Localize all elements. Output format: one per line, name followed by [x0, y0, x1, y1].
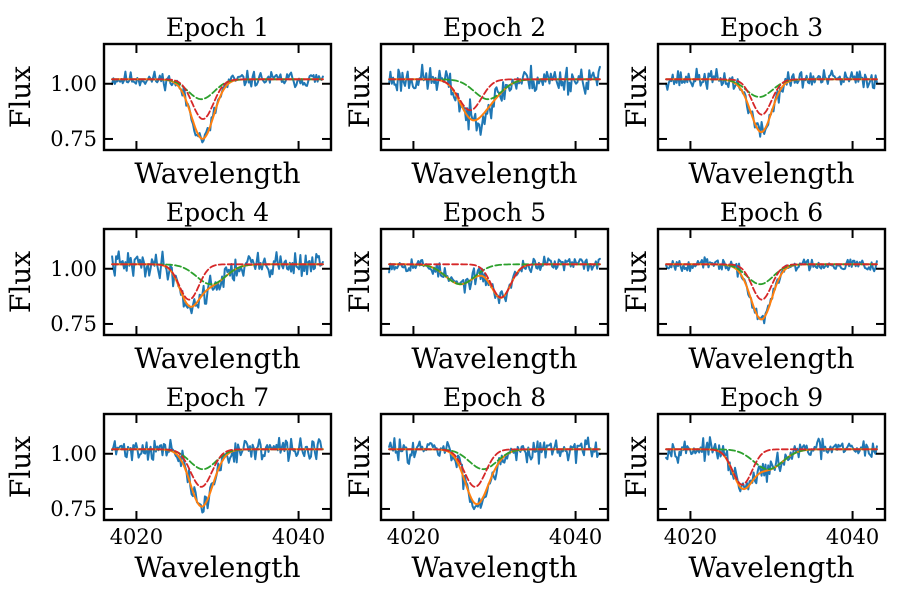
x-axis-label: Wavelength [134, 157, 300, 190]
y-tick-label: 1.00 [50, 72, 97, 96]
subplot-title: Epoch 5 [443, 198, 546, 227]
x-tick-label: 4020 [110, 525, 163, 549]
subplot-title: Epoch 2 [443, 13, 546, 42]
x-axis-label: Wavelength [411, 551, 577, 584]
subplot-epoch-1: 0.75 1.00 Epoch 1 Wavelength Flux [4, 13, 333, 190]
x-tick-label: 4040 [272, 525, 325, 549]
component-a-line [111, 263, 324, 301]
x-tick-label: 4020 [664, 525, 717, 549]
x-axis-label: Wavelength [688, 157, 854, 190]
x-axis-label: Wavelength [688, 551, 854, 584]
subplot-epoch-7: 0.75 1.00 4020 4040 Epoch 7 Wavelength Flux [4, 383, 333, 584]
axes-frame [102, 227, 333, 337]
y-tick-label: 0.75 [50, 497, 97, 521]
component-a-line [388, 448, 601, 488]
component-a-line [388, 263, 601, 299]
x-axis-label: Wavelength [688, 342, 854, 375]
observed-line [665, 436, 878, 493]
observed-line [111, 250, 324, 315]
total-model-line [111, 448, 324, 508]
component-b-line [665, 448, 878, 471]
y-axis-label: Flux [620, 66, 653, 128]
subplot-title: Epoch 4 [166, 198, 269, 227]
y-tick-label: 1.00 [50, 442, 97, 466]
subplot-epoch-9: 4020 4040 Epoch 9 Wavelength Flux [620, 383, 887, 584]
component-a-line [388, 78, 601, 112]
subplot-epoch-3: Epoch 3 Wavelength Flux [620, 13, 887, 190]
component-a-line [111, 78, 324, 120]
x-axis-label: Wavelength [134, 551, 300, 584]
axes-frame [379, 227, 610, 337]
axes-frame [379, 412, 610, 522]
axes-frame [656, 42, 887, 152]
subplot-title: Epoch 9 [720, 383, 823, 412]
x-axis-label: Wavelength [411, 157, 577, 190]
component-b-line [388, 263, 601, 286]
component-a-line [665, 263, 878, 301]
total-model-line [665, 78, 878, 134]
subplot-epoch-8: 4020 4040 Epoch 8 Wavelength Flux [343, 383, 610, 584]
subplot-epoch-4: 0.75 1.00 Epoch 4 Wavelength Flux [4, 198, 333, 375]
component-a-line [665, 78, 878, 116]
subplot-title: Epoch 6 [720, 198, 823, 227]
observed-line [388, 436, 601, 511]
x-tick-label: 4040 [549, 525, 602, 549]
axes-frame [379, 42, 610, 152]
y-axis-label: Flux [620, 436, 653, 498]
axes-frame [656, 412, 887, 522]
y-axis-label: Flux [343, 251, 376, 313]
subplot-epoch-5: Epoch 5 Wavelength Flux [343, 198, 610, 375]
axes-frame [656, 227, 887, 337]
y-tick-label: 1.00 [50, 257, 97, 281]
subplot-epoch-2: Epoch 2 Wavelength Flux [343, 13, 610, 190]
observed-line [665, 256, 878, 325]
axes-frame [102, 412, 333, 522]
y-axis-label: Flux [343, 436, 376, 498]
subplot-title: Epoch 3 [720, 13, 823, 42]
component-a-line [665, 448, 878, 486]
x-tick-label: 4040 [826, 525, 879, 549]
axes-frame [102, 42, 333, 152]
x-axis-label: Wavelength [411, 342, 577, 375]
y-axis-label: Flux [4, 251, 37, 313]
y-axis-label: Flux [620, 251, 653, 313]
component-a-line [111, 448, 324, 488]
observed-line [111, 436, 324, 514]
subplot-title: Epoch 7 [166, 383, 269, 412]
x-axis-label: Wavelength [134, 342, 300, 375]
subplot-title: Epoch 1 [166, 13, 269, 42]
component-b-line [665, 78, 878, 98]
y-axis-label: Flux [4, 436, 37, 498]
x-tick-label: 4020 [387, 525, 440, 549]
y-axis-label: Flux [343, 66, 376, 128]
total-model-line [111, 78, 324, 140]
subplot-epoch-6: Epoch 6 Wavelength Flux [620, 198, 887, 375]
y-tick-label: 0.75 [50, 312, 97, 336]
y-axis-label: Flux [4, 66, 37, 128]
subplot-grid: 0.75 1.00 Epoch 1 Wavelength Flux Epoch 2 Wave… [4, 13, 887, 584]
subplot-title: Epoch 8 [443, 383, 546, 412]
total-model-line [665, 263, 878, 321]
y-tick-label: 0.75 [50, 127, 97, 151]
total-model-line [388, 263, 601, 299]
